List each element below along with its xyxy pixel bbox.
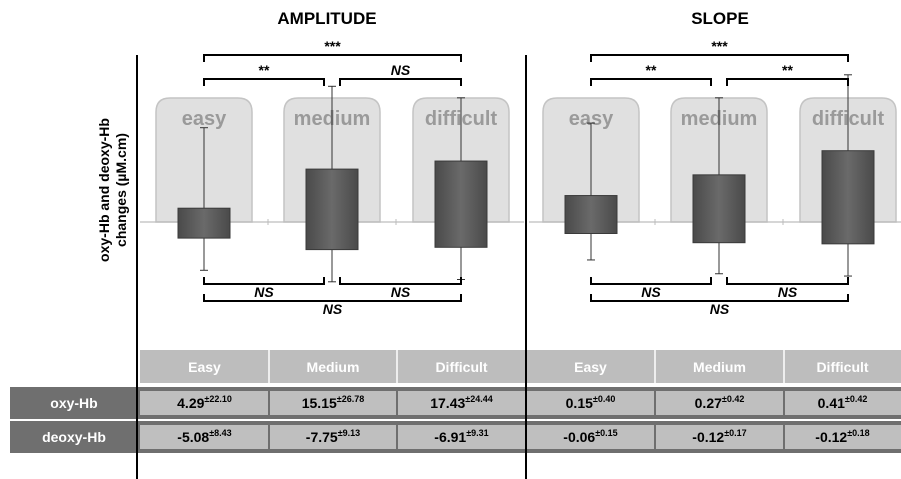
cell-sd: ±9.13 bbox=[338, 428, 360, 438]
significance-label: NS bbox=[778, 284, 798, 300]
table-cell: -6.91±9.31 bbox=[434, 428, 488, 445]
table-header-cell: Medium bbox=[307, 359, 360, 375]
cell-value: -0.12 bbox=[692, 429, 724, 445]
cell-value: 17.43 bbox=[430, 395, 465, 411]
significance-bracket bbox=[590, 78, 712, 86]
box-difficult bbox=[434, 160, 488, 248]
box-easy bbox=[564, 195, 618, 235]
significance-bracket bbox=[590, 54, 849, 62]
box-medium bbox=[692, 174, 746, 244]
table-cell: 0.27±0.42 bbox=[695, 394, 745, 411]
table-cell: 17.43±24.44 bbox=[430, 394, 493, 411]
cell-value: 0.41 bbox=[818, 395, 845, 411]
significance-bracket bbox=[203, 277, 325, 285]
table-cell: 15.15±26.78 bbox=[302, 394, 365, 411]
cell-value: 4.29 bbox=[177, 395, 204, 411]
significance-label: NS bbox=[254, 284, 274, 300]
box-easy bbox=[177, 207, 231, 239]
cell-value: -7.75 bbox=[306, 429, 338, 445]
cell-value: -5.08 bbox=[177, 429, 209, 445]
table-cell: -0.12±0.18 bbox=[815, 428, 869, 445]
table-header-cell: Easy bbox=[188, 359, 221, 375]
cell-value: 0.27 bbox=[695, 395, 722, 411]
cell-value: -0.06 bbox=[563, 429, 595, 445]
significance-label: NS bbox=[710, 301, 730, 317]
significance-label: NS bbox=[641, 284, 661, 300]
y-axis-label: oxy-Hb and deoxy-Hb bbox=[96, 118, 112, 262]
cell-sd: ±0.17 bbox=[724, 428, 746, 438]
cell-value: 0.15 bbox=[566, 395, 593, 411]
cell-sd: ±0.40 bbox=[593, 394, 615, 404]
box-difficult bbox=[821, 150, 875, 245]
y-axis-label: changes (µM.cm) bbox=[113, 133, 129, 247]
significance-bracket bbox=[203, 78, 325, 86]
significance-bracket bbox=[339, 78, 462, 86]
significance-bracket bbox=[590, 277, 712, 285]
table-row-cells-bg bbox=[140, 391, 901, 415]
cell-sd: ±26.78 bbox=[337, 394, 364, 404]
table-header-cell: Difficult bbox=[435, 359, 487, 375]
category-label: easy bbox=[182, 108, 227, 130]
significance-label: NS bbox=[391, 62, 411, 78]
cell-value: -0.12 bbox=[815, 429, 847, 445]
cell-sd: ±0.15 bbox=[595, 428, 617, 438]
table-cell: 4.29±22.10 bbox=[177, 394, 232, 411]
cell-sd: ±24.44 bbox=[465, 394, 492, 404]
table-header-cell: Difficult bbox=[816, 359, 868, 375]
table-header-band bbox=[140, 350, 901, 383]
chart-title: SLOPE bbox=[691, 9, 749, 28]
table-cell: 0.41±0.42 bbox=[818, 394, 868, 411]
cell-sd: ±0.42 bbox=[845, 394, 867, 404]
cell-sd: ±0.42 bbox=[722, 394, 744, 404]
significance-bracket bbox=[203, 54, 462, 62]
chart-title: AMPLITUDE bbox=[277, 9, 376, 28]
cell-sd: ±0.18 bbox=[847, 428, 869, 438]
cell-sd: ±8.43 bbox=[209, 428, 231, 438]
table-row-label: oxy-Hb bbox=[50, 395, 97, 411]
significance-label: ** bbox=[259, 62, 270, 78]
table-row-cells-bg bbox=[140, 425, 901, 449]
box-medium bbox=[305, 168, 359, 251]
significance-bracket bbox=[726, 277, 849, 285]
table-row-label: deoxy-Hb bbox=[42, 429, 106, 445]
significance-label: *** bbox=[324, 38, 341, 54]
significance-label: ** bbox=[646, 62, 657, 78]
table-header-cell: Medium bbox=[693, 359, 746, 375]
significance-bracket bbox=[203, 294, 462, 302]
significance-label: NS bbox=[323, 301, 343, 317]
cell-value: 15.15 bbox=[302, 395, 337, 411]
cell-sd: ±9.31 bbox=[466, 428, 488, 438]
table-header-cell: Easy bbox=[574, 359, 607, 375]
cell-sd: ±22.10 bbox=[204, 394, 231, 404]
significance-label: NS bbox=[391, 284, 411, 300]
cell-value: -6.91 bbox=[434, 429, 466, 445]
table-cell: -0.12±0.17 bbox=[692, 428, 746, 445]
table-cell: 0.15±0.40 bbox=[566, 394, 616, 411]
significance-bracket bbox=[590, 294, 849, 302]
table-cell: -0.06±0.15 bbox=[563, 428, 617, 445]
table-cell: -7.75±9.13 bbox=[306, 428, 360, 445]
category-label: easy bbox=[569, 108, 614, 130]
table-cell: -5.08±8.43 bbox=[177, 428, 231, 445]
significance-label: ** bbox=[782, 62, 793, 78]
significance-bracket bbox=[726, 78, 849, 86]
significance-label: *** bbox=[711, 38, 728, 54]
significance-bracket bbox=[339, 277, 462, 285]
